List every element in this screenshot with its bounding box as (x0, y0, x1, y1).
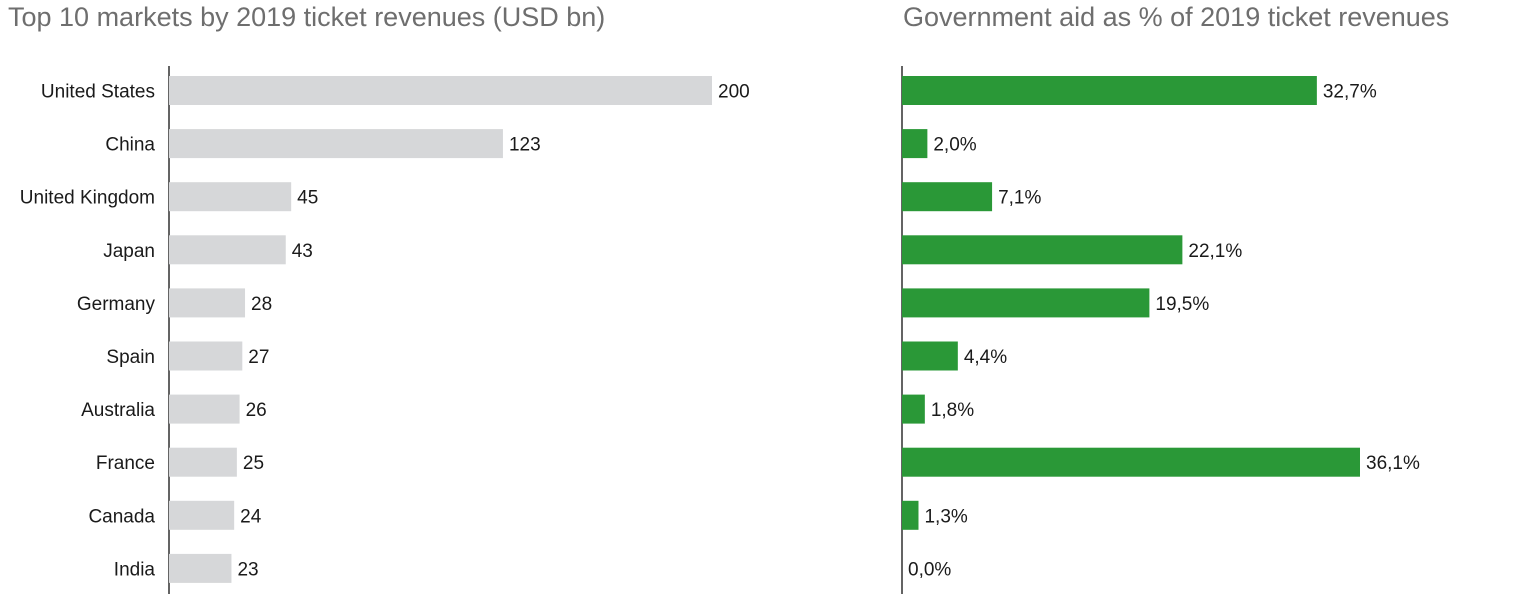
bar-germany (169, 288, 246, 318)
value-label-australia: 1,8% (931, 400, 974, 421)
value-label-germany: 28 (251, 294, 272, 315)
bar-united-kingdom (169, 182, 292, 212)
category-label-canada: Canada (88, 506, 155, 527)
right-chart-title: Government aid as % of 2019 ticket reven… (903, 2, 1450, 32)
bar-france (902, 447, 1360, 477)
value-label-united-kingdom: 45 (297, 188, 318, 209)
bar-france (169, 447, 237, 477)
category-label-united-kingdom: United Kingdom (20, 188, 155, 209)
value-label-united-states: 200 (718, 82, 750, 103)
value-label-canada: 1,3% (924, 506, 967, 527)
category-label-spain: Spain (106, 347, 155, 368)
category-label-australia: Australia (81, 400, 155, 421)
value-label-australia: 26 (246, 400, 267, 421)
value-label-france: 36,1% (1366, 453, 1420, 474)
bar-japan (169, 235, 286, 265)
bar-canada (902, 500, 919, 530)
bar-united-states (169, 76, 712, 105)
category-label-france: France (96, 453, 155, 474)
category-label-germany: Germany (77, 294, 156, 315)
right-bar-chart: 32,7% 2,0% 7,1% 22,1% 19,5% 4,4% 1,8% 36,1% 1,3%… (901, 66, 1420, 594)
value-label-germany: 19,5% (1155, 294, 1209, 315)
value-label-china: 123 (509, 135, 541, 156)
category-label-japan: Japan (103, 241, 155, 262)
value-label-spain: 27 (248, 347, 269, 368)
bar-united-states (902, 76, 1317, 105)
bar-china (902, 129, 928, 159)
value-label-spain: 4,4% (964, 347, 1007, 368)
bar-india (169, 553, 232, 583)
category-label-india: India (114, 559, 156, 580)
value-label-china: 2,0% (933, 135, 976, 156)
value-label-canada: 24 (240, 506, 262, 527)
bar-japan (902, 235, 1183, 265)
bar-united-kingdom (902, 182, 993, 212)
value-label-united-states: 32,7% (1323, 82, 1377, 103)
value-label-india: 23 (237, 559, 258, 580)
bar-canada (169, 500, 235, 530)
bar-germany (902, 288, 1150, 318)
value-label-japan: 43 (292, 241, 313, 262)
bar-australia (169, 394, 240, 424)
category-label-china: China (105, 135, 155, 156)
bar-australia (902, 394, 925, 424)
value-label-united-kingdom: 7,1% (998, 188, 1041, 209)
bar-spain (902, 341, 958, 371)
value-label-india: 0,0% (908, 559, 951, 580)
left-chart-title: Top 10 markets by 2019 ticket revenues (… (8, 2, 606, 32)
left-bar-chart: United States 200 China 123 United Kingdom 45… (20, 66, 750, 594)
bar-china (169, 129, 503, 159)
value-label-japan: 22,1% (1188, 241, 1242, 262)
category-label-united-states: United States (41, 82, 155, 103)
value-label-france: 25 (243, 453, 264, 474)
bar-spain (169, 341, 243, 371)
